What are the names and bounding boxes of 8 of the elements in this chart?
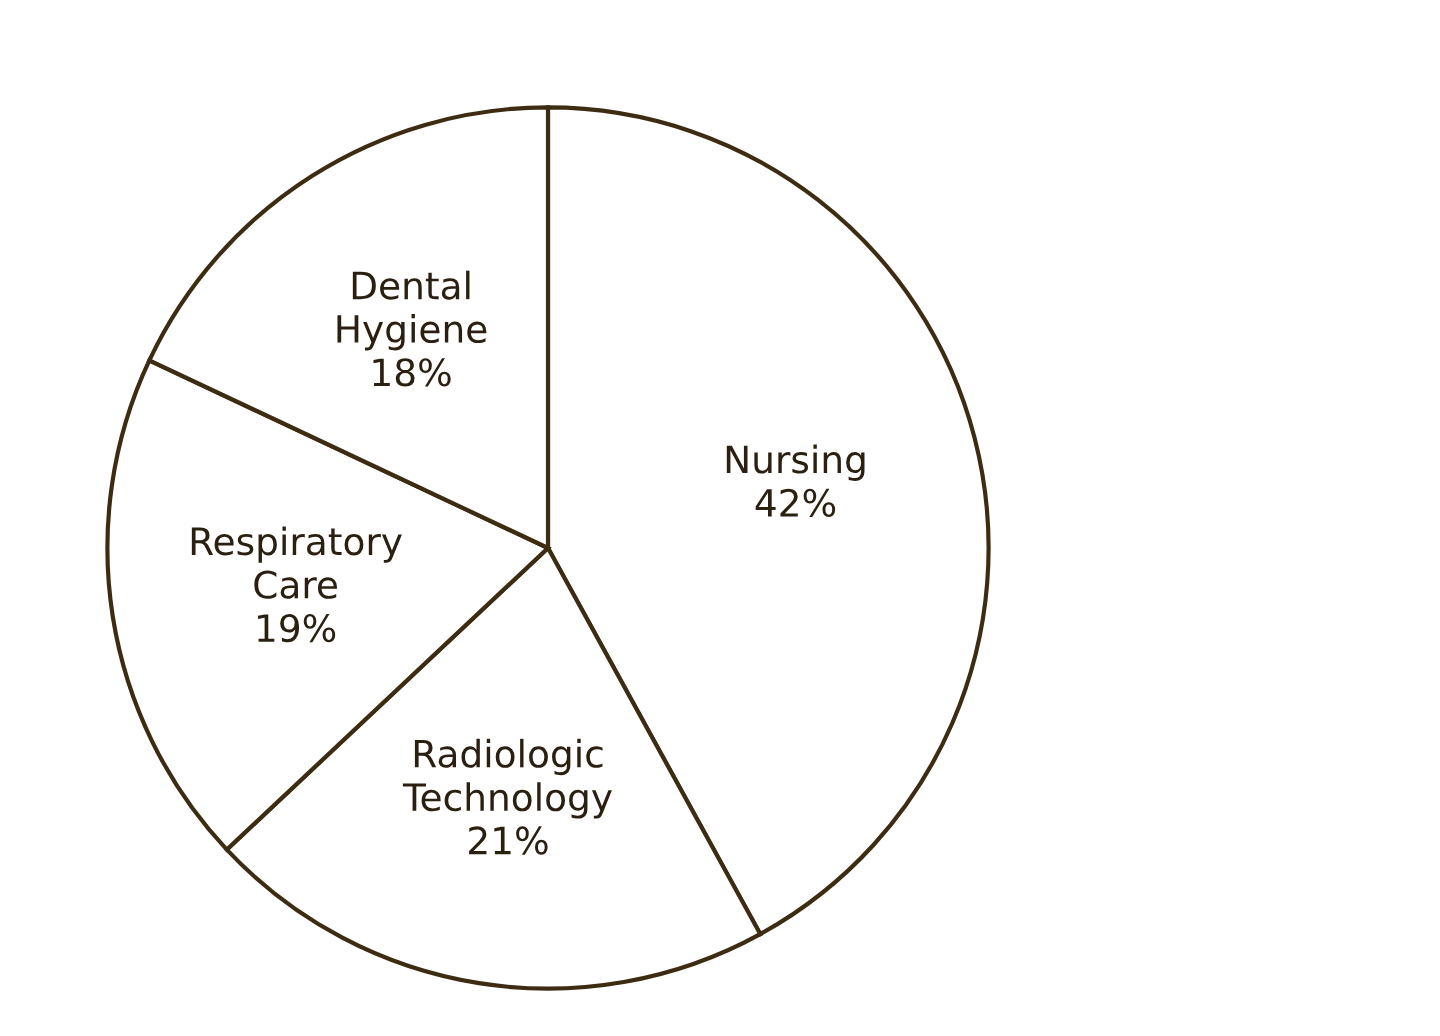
- data-label: 42%: [755, 488, 836, 518]
- slice-label: Dental Hygiene: [337, 270, 487, 351]
- slice-label: Radiologic Technology: [402, 738, 612, 819]
- data-label: 19%: [258, 613, 336, 643]
- data-label: 21%: [469, 826, 548, 855]
- data-label: 18%: [373, 358, 451, 387]
- slice-label: Nursing: [726, 444, 865, 481]
- slice-label: Respiratory Care: [191, 526, 402, 599]
